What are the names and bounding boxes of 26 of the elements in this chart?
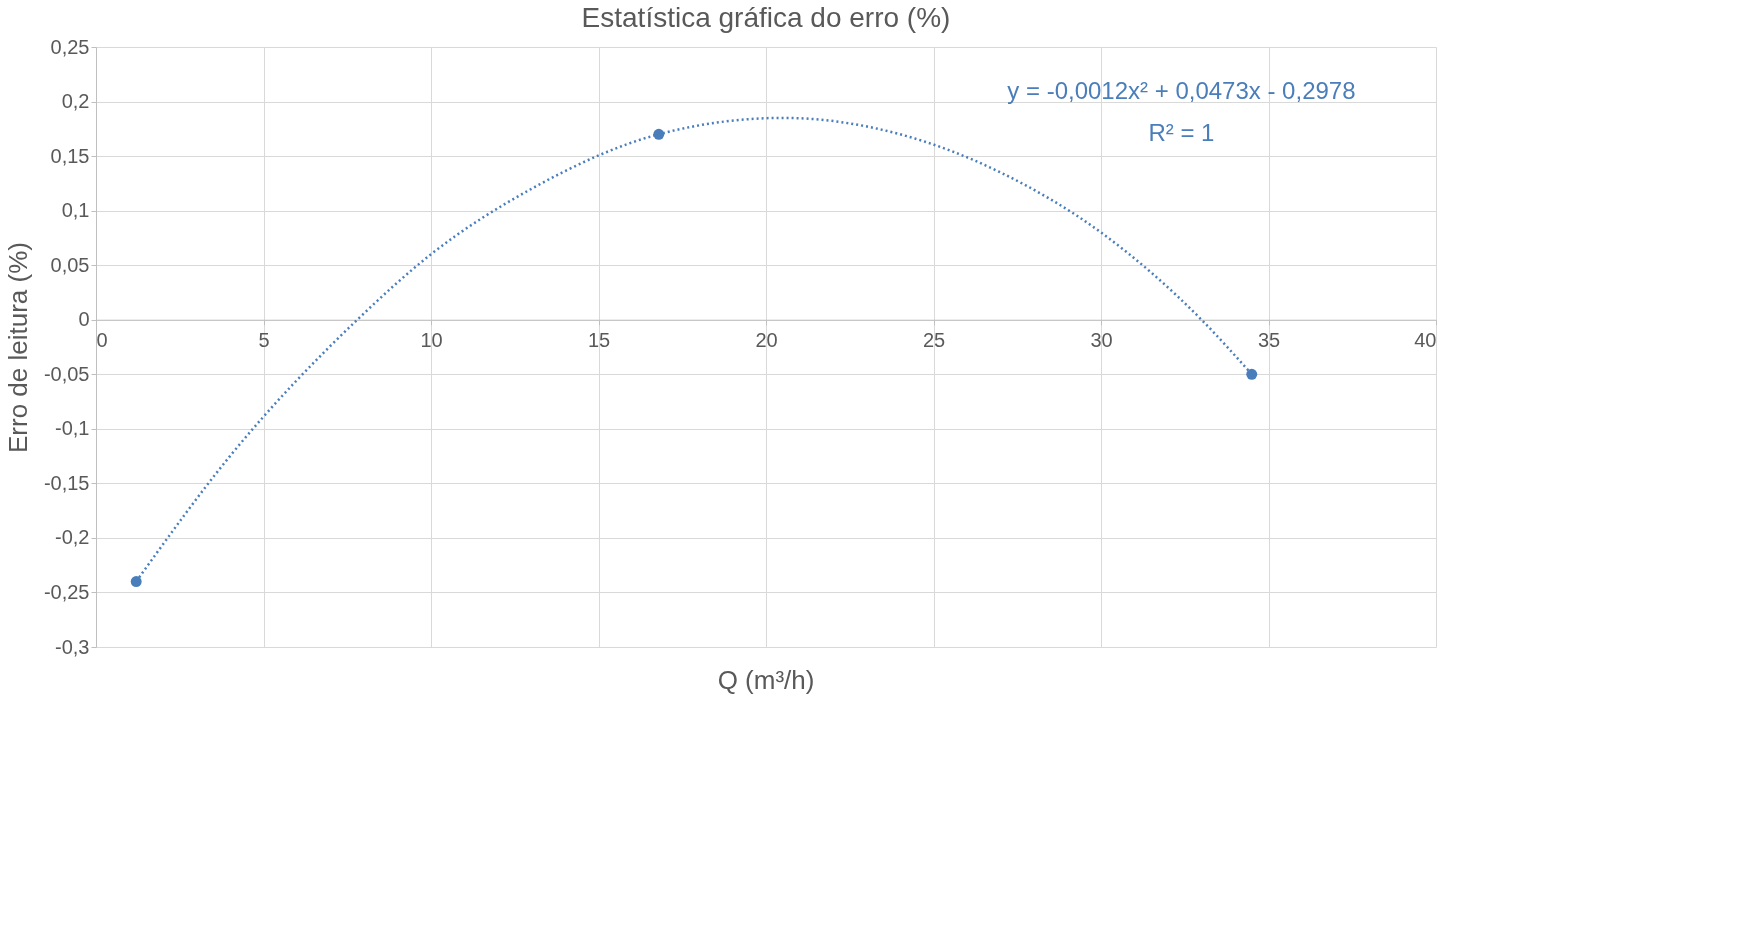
x-tick-label: 0 [96, 329, 108, 352]
x-tick-label: 25 [922, 329, 946, 352]
x-tick-label: 5 [258, 329, 270, 352]
annotation: R² = 1 [1148, 119, 1215, 146]
x-tick-label: 15 [587, 329, 611, 352]
y-tick-label: -0,15 [43, 471, 90, 494]
y-tick-label: -0,2 [55, 526, 90, 549]
y-tick-label: 0,05 [50, 253, 90, 276]
y-tick-label: -0,25 [43, 580, 90, 603]
chart-title: Estatística gráfica do erro (%) [581, 2, 951, 33]
x-tick-label: 35 [1257, 329, 1281, 352]
y-tick-label: 0 [78, 308, 90, 331]
y-tick-label: -0,05 [43, 362, 90, 385]
y-tick-label: 0,2 [61, 90, 90, 113]
annotation: y = -0,0012x² + 0,0473x - 0,2978 [1007, 77, 1356, 104]
x-axis-title: Q (m³/h) [717, 665, 815, 695]
x-tick-label: 10 [420, 329, 443, 352]
y-tick-label: 0,25 [50, 35, 90, 58]
y-axis-title: Erro de leitura (%) [2, 242, 33, 453]
x-tick-label: 40 [1414, 329, 1437, 352]
y-tick-label: -0,1 [55, 417, 90, 440]
y-tick-label: -0,3 [55, 635, 90, 658]
x-tick-label: 20 [755, 329, 778, 352]
x-tick-label: 30 [1090, 329, 1113, 352]
y-tick-label: 0,15 [50, 144, 90, 167]
y-tick-label: 0,1 [61, 199, 90, 222]
